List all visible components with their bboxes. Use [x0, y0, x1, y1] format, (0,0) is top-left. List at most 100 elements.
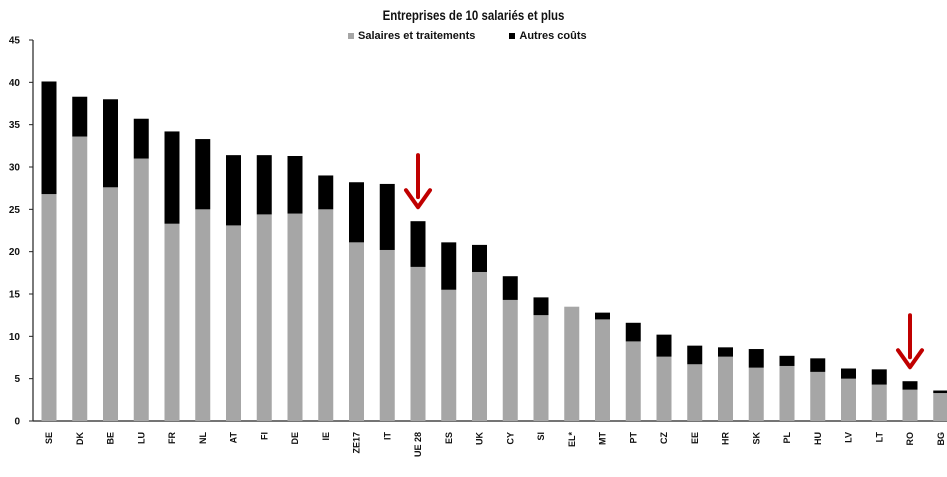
category-label: MT: [598, 432, 608, 445]
bar-autres-couts: [164, 131, 180, 224]
category-label: CZ: [659, 432, 669, 444]
y-tick-label: 10: [9, 332, 21, 343]
category-label: UE 28: [413, 432, 423, 457]
bar-autres-couts: [195, 139, 211, 210]
category-label: ZE17: [352, 432, 362, 454]
bar-salaires: [625, 341, 641, 421]
y-tick-label: 20: [9, 247, 21, 258]
y-tick-label: 25: [9, 205, 21, 216]
bar-salaires: [902, 389, 918, 421]
category-label: RO: [905, 432, 915, 446]
bar-salaires: [718, 356, 733, 421]
legend-swatch-autres: [509, 33, 516, 39]
bar-salaires: [841, 378, 856, 421]
category-label: SI: [536, 432, 546, 441]
bar-autres-couts: [871, 369, 887, 385]
bar-autres-couts: [502, 276, 518, 300]
category-label: CY: [505, 432, 515, 445]
bar-autres-couts: [226, 155, 241, 226]
category-label: HR: [721, 432, 731, 445]
category-label: BG: [936, 432, 946, 446]
bar-autres-couts: [718, 347, 733, 357]
bar-autres-couts: [410, 221, 426, 267]
bar-salaires: [287, 213, 303, 421]
bar-salaires: [656, 356, 672, 421]
legend-label-autres: Autres coûts: [519, 30, 587, 42]
y-tick-label: 45: [9, 36, 21, 47]
bar-autres-couts: [841, 368, 856, 379]
bar-autres-couts: [687, 345, 703, 365]
bar-salaires: [441, 289, 457, 421]
bar-autres-couts: [779, 355, 795, 366]
category-label: PL: [782, 432, 792, 444]
category-label: UK: [475, 432, 485, 445]
bar-autres-couts: [41, 81, 57, 195]
legend-item-autres: Autres coûts: [509, 30, 587, 42]
bar-autres-couts: [72, 96, 88, 137]
bar-salaires: [748, 367, 764, 421]
bar-salaires: [164, 223, 180, 421]
y-tick-label: 40: [9, 78, 21, 89]
category-label: BE: [106, 432, 116, 445]
category-label: NL: [198, 432, 208, 444]
bar-autres-couts: [349, 182, 364, 243]
category-label: FR: [167, 432, 177, 444]
bar-salaires: [103, 187, 118, 421]
bar-salaires: [472, 271, 487, 421]
category-label: LT: [874, 431, 884, 442]
y-tick-label: 0: [14, 417, 20, 428]
category-label: ES: [444, 432, 454, 444]
bar-salaires: [256, 214, 272, 421]
y-tick-label: 5: [14, 374, 20, 385]
category-label: LV: [844, 432, 854, 443]
bar-autres-couts: [595, 312, 610, 320]
bar-salaires: [564, 306, 580, 421]
category-label: LU: [136, 432, 146, 444]
bar-autres-couts: [287, 155, 303, 214]
bar-autres-couts: [902, 381, 918, 390]
category-label: HU: [813, 432, 823, 445]
annotation-arrow-head: [896, 348, 924, 370]
category-label: PT: [628, 432, 638, 444]
chart-title: Entreprises de 10 salariés et plus: [382, 7, 565, 23]
bar-salaires: [41, 194, 57, 421]
bar-salaires: [595, 319, 610, 421]
category-label: EE: [690, 432, 700, 444]
bar-autres-couts: [810, 358, 826, 372]
legend-swatch-salaires: [348, 33, 354, 39]
annotation-arrow-head: [404, 188, 432, 210]
bar-salaires: [133, 158, 149, 422]
legend-label-salaires: Salaires et traitements: [358, 30, 476, 42]
bar-autres-couts: [472, 244, 487, 272]
legend-item-salaires: Salaires et traitements: [348, 30, 475, 42]
y-tick-label: 15: [9, 290, 21, 301]
bar-autres-couts: [256, 155, 272, 215]
category-label: SE: [44, 432, 54, 444]
bar-salaires: [226, 225, 241, 421]
category-label: SK: [751, 432, 761, 445]
bar-salaires: [195, 209, 211, 421]
bar-autres-couts: [441, 242, 457, 290]
bar-autres-couts: [933, 390, 947, 394]
bar-salaires: [933, 393, 947, 421]
category-label: IT: [382, 431, 392, 440]
category-label: IE: [321, 432, 331, 441]
bar-salaires: [779, 365, 795, 421]
category-label: FI: [259, 432, 269, 440]
bar-salaires: [379, 249, 395, 421]
category-label: AT: [229, 432, 239, 444]
bar-salaires: [687, 364, 703, 421]
bar-salaires: [318, 209, 334, 421]
bar-salaires: [502, 299, 518, 421]
category-label: DK: [75, 432, 85, 445]
bar-autres-couts: [133, 118, 149, 159]
bar-autres-couts: [103, 99, 118, 188]
y-tick-label: 30: [9, 163, 21, 174]
bar-autres-couts: [533, 297, 549, 316]
y-tick-label: 35: [9, 120, 21, 131]
chart-legend: Salaires et traitements Autres coûts: [348, 30, 587, 42]
bar-autres-couts: [748, 349, 764, 368]
bar-salaires: [871, 384, 887, 421]
category-label: EL*: [567, 432, 577, 448]
